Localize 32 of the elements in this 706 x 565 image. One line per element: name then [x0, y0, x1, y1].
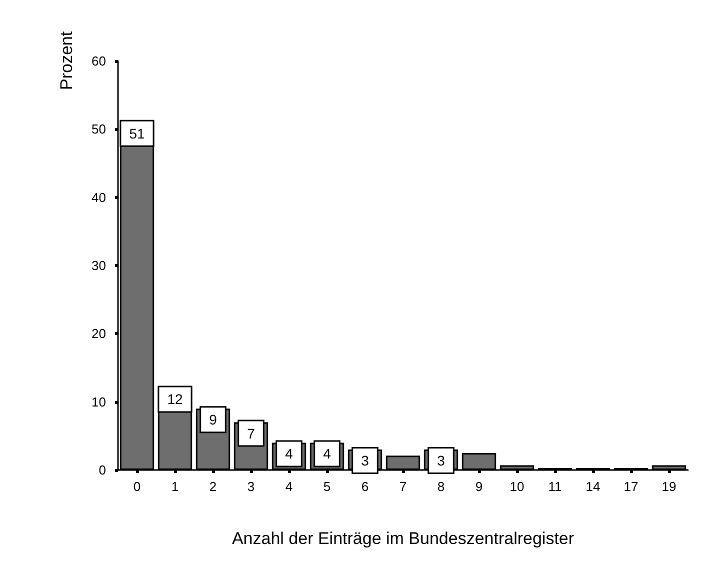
x-tick-label: 0 [133, 479, 141, 494]
x-tick-label: 7 [399, 479, 407, 494]
data-label: 4 [323, 446, 332, 462]
y-tick-label: 50 [92, 122, 106, 137]
x-tick-label: 1 [171, 479, 179, 494]
y-tick-label: 0 [98, 462, 106, 478]
data-label: 4 [285, 446, 294, 462]
x-tick-label: 11 [548, 479, 562, 494]
x-tick-label: 9 [475, 479, 483, 494]
x-tick-label: 14 [586, 479, 600, 494]
y-tick-label: 30 [92, 258, 106, 273]
x-tick-label: 2 [209, 479, 217, 494]
data-label: 12 [167, 391, 183, 408]
data-label: 51 [129, 125, 145, 142]
y-tick-label: 20 [92, 326, 106, 342]
y-tick-label: 60 [92, 54, 106, 68]
x-tick-label: 6 [361, 479, 369, 494]
x-tick-label: 4 [285, 479, 293, 494]
data-label: 3 [437, 452, 446, 469]
y-tick-label: 10 [92, 394, 106, 410]
x-tick-label: 8 [437, 479, 445, 494]
x-tick-label: 3 [247, 479, 255, 494]
data-label: 9 [209, 412, 218, 428]
x-tick-label: 17 [624, 479, 638, 494]
x-tick-label: 10 [510, 479, 524, 494]
data-label: 7 [247, 425, 256, 442]
y-axis-title: Prozent [57, 31, 76, 90]
y-tick-label: 40 [92, 190, 106, 205]
data-label: 3 [361, 452, 370, 469]
x-tick-label: 5 [323, 479, 331, 494]
x-tick-label: 19 [662, 479, 676, 494]
x-axis-title: Anzahl der Einträge im Bundeszentralregister [232, 529, 574, 548]
